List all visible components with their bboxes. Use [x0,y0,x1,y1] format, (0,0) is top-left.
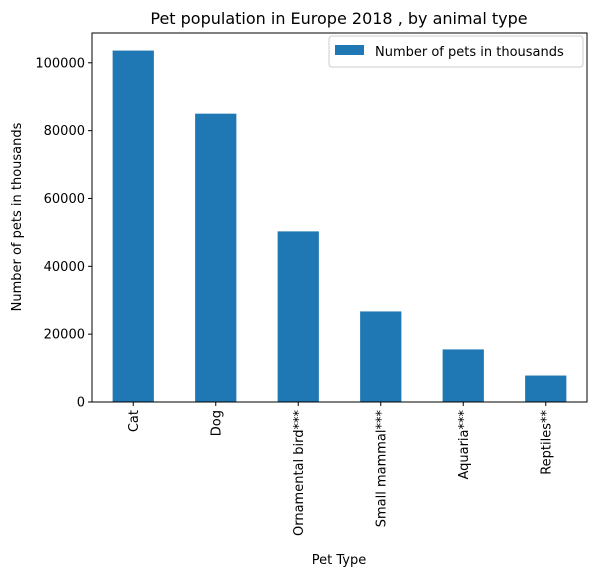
y-tick-label: 80000 [44,124,85,139]
y-tick-label: 40000 [44,260,85,275]
x-tick-label: Ornamental bird*** [292,410,307,536]
x-tick-label: Cat [127,410,142,432]
y-tick-label: 0 [77,396,85,411]
bar [277,231,319,402]
y-tick-label: 100000 [35,56,85,71]
plot-area: 0 20000 40000 60000 80000 100000 Cat Dog Ornamen… [35,32,588,536]
bar [525,375,567,402]
x-tick-label: Dog [209,410,224,436]
bar [195,113,237,403]
bar [112,50,154,402]
y-tick-label: 20000 [44,328,85,343]
legend-swatch [335,45,364,55]
bar [442,349,484,402]
y-axis-label: Number of pets in thousands [10,122,25,311]
legend-frame [328,35,584,68]
x-axis-label: Pet Type [312,553,366,568]
x-tick-label: Small mammal*** [374,410,389,528]
legend: Number of pets in thousands [328,35,584,68]
legend-label: Number of pets in thousands [375,45,564,60]
x-tick-label: Reptiles** [539,410,554,475]
y-tick-label: 60000 [44,192,85,207]
bar [360,311,402,402]
axes-frame [91,32,588,403]
chart-title: Pet population in Europe 2018 , by anima… [150,9,527,28]
x-tick-label: Aquaria*** [457,410,472,480]
